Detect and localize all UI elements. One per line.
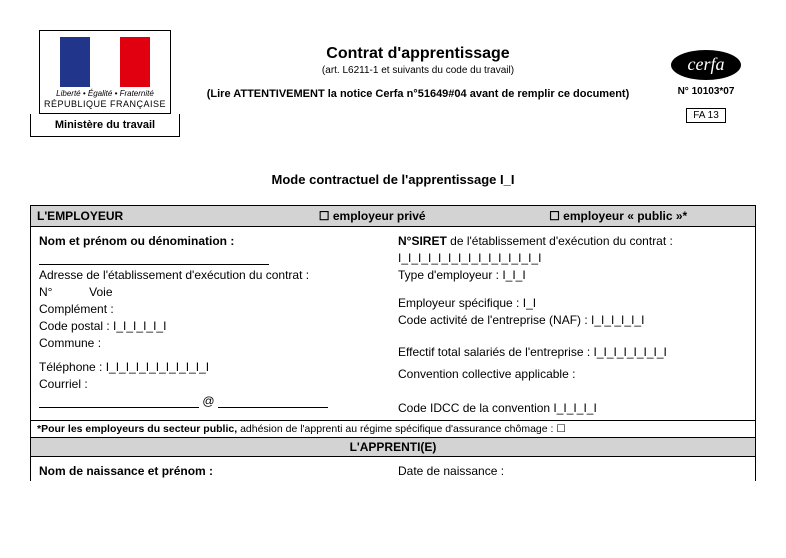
apprenti-date-label: Date de naissance : [398,464,747,478]
cerfa-block: cerfa N° 10103*07 FA 13 [656,50,756,123]
form-container: L'EMPLOYEUR ☐ employeur privé ☐ employeu… [30,205,756,481]
employeur-private-checkbox[interactable]: ☐ employeur privé [319,209,426,223]
republique-logo: Liberté • Égalité • Fraternité RÉPUBLIQU… [39,30,171,114]
employeur-label: L'EMPLOYEUR [37,209,257,223]
footnote-rest: adhésion de l'apprenti au régime spécifi… [237,423,566,435]
logo-republic: RÉPUBLIQUE FRANÇAISE [44,99,166,109]
nom-input[interactable] [39,252,269,265]
document-subtitle: (art. L6211-1 et suivants du code du tra… [190,65,646,76]
employeur-section-header: L'EMPLOYEUR ☐ employeur privé ☐ employeu… [31,206,755,227]
apprenti-section-header: L'APPRENTI(E) [31,437,755,457]
employeur-public-checkbox[interactable]: ☐ employeur « public »* [549,209,687,223]
apprenti-body: Nom de naissance et prénom : Date de nai… [31,457,755,481]
complement-label: Complément : [39,302,388,316]
employeur-left-col: Nom et prénom ou dénomination : Adresse … [39,231,398,418]
marianne-icon [60,37,150,87]
footnote-bold: *Pour les employeurs du secteur public, [37,423,237,435]
email-at: @ [202,394,214,408]
document-header: Liberté • Égalité • Fraternité RÉPUBLIQU… [30,30,756,137]
effectif-field[interactable]: Effectif total salariés de l'entreprise … [398,345,747,359]
cerfa-logo-icon: cerfa [671,50,741,80]
employeur-right-col: N°SIRET de l'établissement d'exécution d… [398,231,747,418]
courriel-label: Courriel : [39,377,388,391]
employeur-body: Nom et prénom ou dénomination : Adresse … [31,227,755,420]
employeur-footnote: *Pour les employeurs du secteur public, … [31,420,755,437]
mode-title: Mode contractuel de l'apprentissage I_I [30,172,756,187]
voie-label: Voie [89,285,112,299]
idcc-field[interactable]: Code IDCC de la convention I_I_I_I_I [398,401,747,415]
num-label: N° [39,285,52,299]
document-title: Contrat d'apprentissage [190,45,646,63]
cerfa-number: N° 10103*07 [656,86,756,97]
adresse-label: Adresse de l'établissement d'exécution d… [39,268,388,282]
email-local-input[interactable] [39,395,199,408]
notice-text: (Lire ATTENTIVEMENT la notice Cerfa n°51… [190,88,646,100]
header-center: Contrat d'apprentissage (art. L6211-1 et… [180,30,656,100]
email-domain-input[interactable] [218,395,328,408]
naf-field[interactable]: Code activité de l'entreprise (NAF) : I_… [398,313,747,327]
type-employeur-field[interactable]: Type d'employeur : I_I_I [398,268,747,282]
tel-field[interactable]: Téléphone : I_I_I_I_I_I_I_I_I_I_I [39,360,388,374]
nom-label: Nom et prénom ou dénomination : [39,234,388,248]
siret-label-bold: N°SIRET [398,234,447,248]
logo-motto: Liberté • Égalité • Fraternité [44,89,166,98]
apprenti-nom-label: Nom de naissance et prénom : [39,464,398,478]
fa-code: FA 13 [686,108,726,123]
convention-label: Convention collective applicable : [398,367,747,381]
employeur-specifique-field[interactable]: Employeur spécifique : I_I [398,296,747,310]
cp-field[interactable]: Code postal : I_I_I_I_I_I [39,319,388,333]
siret-boxes[interactable]: I_I_I_I_I_I_I_I_I_I_I_I_I_I_I [398,251,747,265]
siret-label-rest: de l'établissement d'exécution du contra… [447,234,673,248]
logo-block: Liberté • Égalité • Fraternité RÉPUBLIQU… [30,30,180,137]
french-flag-icon [60,37,150,87]
commune-label: Commune : [39,336,388,350]
ministry-label: Ministère du travail [30,114,180,137]
